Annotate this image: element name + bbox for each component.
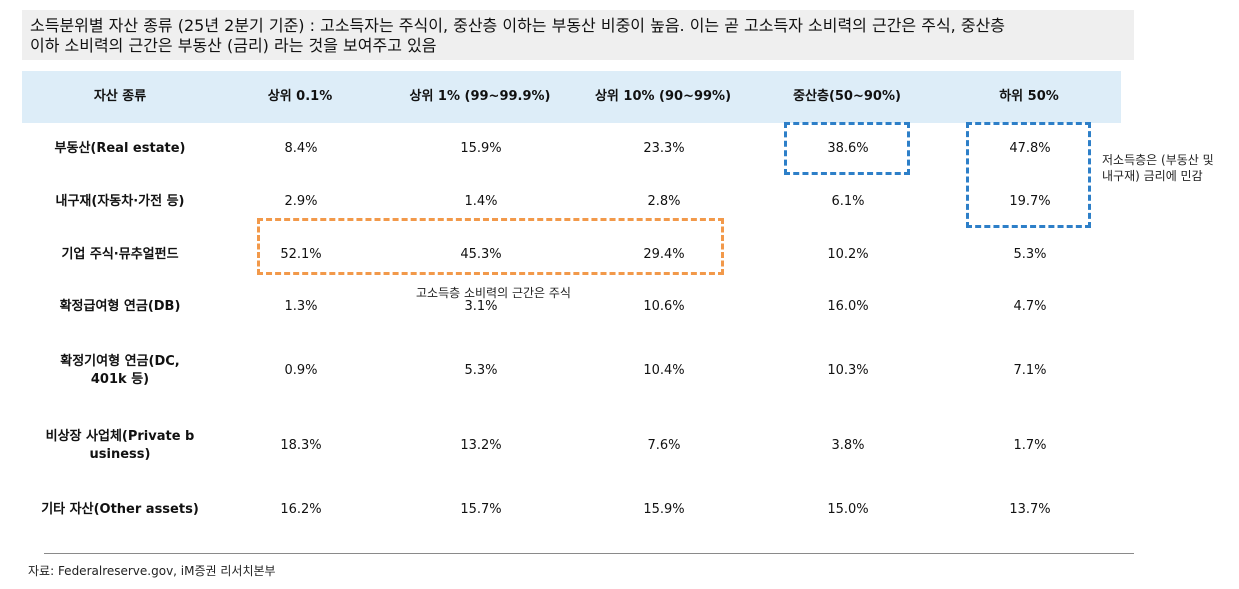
title-line-1: 소득분위별 자산 종류 (25년 2분기 기준) : 고소득자는 주식이, 중산…	[30, 16, 1005, 35]
table-cell: 23.3%	[643, 141, 685, 156]
table-cell: 16.0%	[827, 299, 869, 314]
row-label-real-estate: 부동산(Real estate)	[54, 141, 186, 156]
source-note: 자료: Federalreserve.gov, iM증권 리서치본부	[28, 564, 276, 578]
row-label-equities: 기업 주식·뮤추얼펀드	[61, 247, 179, 262]
row-label-line: 확정기여형 연금(DC,	[60, 354, 180, 369]
table-cell: 8.4%	[284, 141, 318, 156]
header-asset-type: 자산 종류	[93, 89, 147, 104]
table-cell: 10.6%	[643, 299, 685, 314]
table-cell: 10.2%	[827, 247, 869, 262]
title-line-2: 이하 소비력의 근간은 부동산 (금리) 라는 것을 보여주고 있음	[30, 36, 437, 55]
table-cell: 1.4%	[464, 194, 498, 209]
row-label-durables: 내구재(자동차·가전 등)	[55, 194, 185, 209]
bottom-divider	[44, 553, 1134, 554]
table-cell: 45.3%	[460, 247, 502, 262]
table-cell: 3.1%	[464, 299, 498, 314]
header-top-0-1: 상위 0.1%	[267, 89, 333, 104]
row-label-line: usiness)	[89, 447, 151, 462]
header-middle-class: 중산층(50~90%)	[793, 89, 901, 104]
table-cell: 13.2%	[460, 438, 502, 453]
table-cell: 29.4%	[643, 247, 685, 262]
table-cell: 15.9%	[643, 502, 685, 517]
row-label-dc-pension: 확정기여형 연금(DC, 401k 등)	[20, 353, 220, 389]
table-header	[22, 71, 1121, 123]
table-cell: 52.1%	[280, 247, 322, 262]
row-label-db-pension: 확정급여형 연금(DB)	[59, 299, 181, 314]
row-label-private-business: 비상장 사업체(Private b usiness)	[20, 428, 220, 464]
table-cell: 38.6%	[827, 141, 869, 156]
table-cell: 15.0%	[827, 502, 869, 517]
table-cell: 18.3%	[280, 438, 322, 453]
table-cell: 47.8%	[1009, 141, 1051, 156]
table-cell: 2.8%	[647, 194, 681, 209]
table-cell: 1.7%	[1013, 438, 1047, 453]
table-cell: 3.8%	[831, 438, 865, 453]
middle-class-highlight-box	[784, 122, 910, 175]
table-cell: 1.3%	[284, 299, 318, 314]
row-label-line: 비상장 사업체(Private b	[45, 429, 195, 444]
table-cell: 5.3%	[1013, 247, 1047, 262]
header-top-10: 상위 10% (90~99%)	[594, 89, 732, 104]
table-cell: 2.9%	[284, 194, 318, 209]
header-top-1: 상위 1% (99~99.9%)	[409, 89, 551, 104]
table-cell: 13.7%	[1009, 502, 1051, 517]
table-cell: 10.3%	[827, 363, 869, 378]
low-income-note-line: 내구재) 금리에 민감	[1102, 169, 1203, 183]
table-cell: 6.1%	[831, 194, 865, 209]
table-cell: 5.3%	[464, 363, 498, 378]
table-cell: 10.4%	[643, 363, 685, 378]
row-label-line: 401k 등)	[90, 372, 150, 387]
table-cell: 15.7%	[460, 502, 502, 517]
header-bottom-50: 하위 50%	[999, 89, 1059, 104]
table-cell: 15.9%	[460, 141, 502, 156]
row-label-other-assets: 기타 자산(Other assets)	[41, 502, 199, 517]
table-cell: 4.7%	[1013, 299, 1047, 314]
title-box: 소득분위별 자산 종류 (25년 2분기 기준) : 고소득자는 주식이, 중산…	[22, 10, 1134, 60]
table-cell: 7.6%	[647, 438, 681, 453]
table-cell: 0.9%	[284, 363, 318, 378]
table-cell: 16.2%	[280, 502, 322, 517]
equity-highlight-box	[257, 218, 724, 275]
low-income-note: 저소득층은 (부동산 및 내구재) 금리에 민감	[1102, 152, 1214, 184]
low-income-note-line: 저소득층은 (부동산 및	[1102, 153, 1214, 167]
high-income-note: 고소득층 소비력의 근간은 주식	[416, 286, 571, 300]
bottom-50-highlight-box	[966, 122, 1091, 228]
table-cell: 19.7%	[1009, 194, 1051, 209]
table-cell: 7.1%	[1013, 363, 1047, 378]
